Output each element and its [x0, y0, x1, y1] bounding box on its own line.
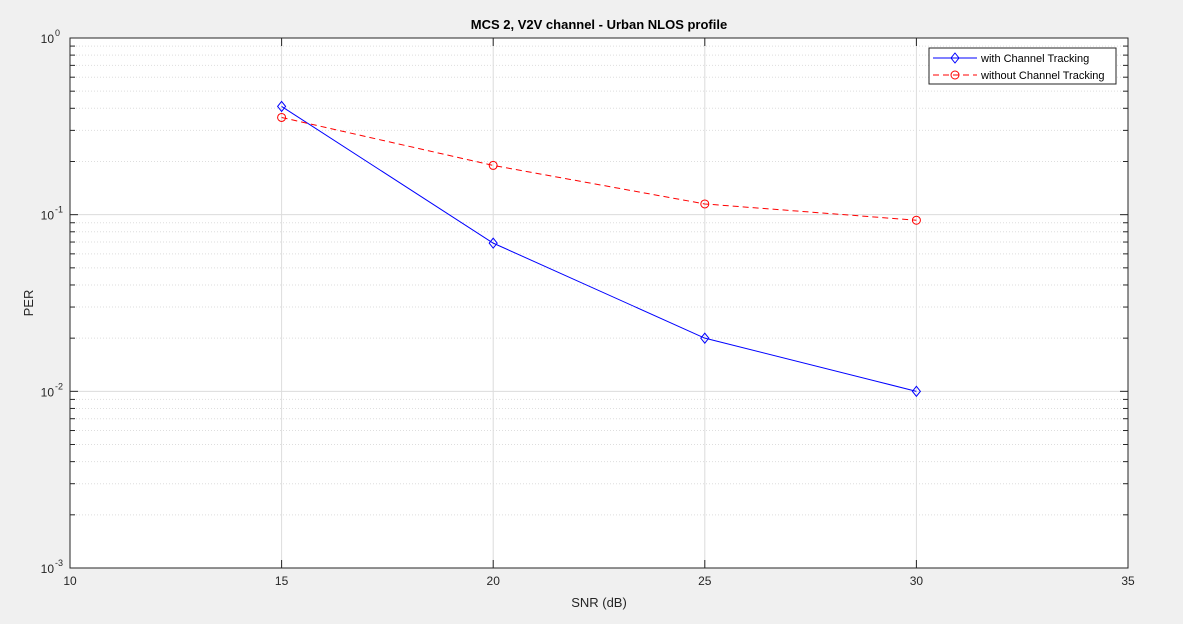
- x-tick-label: 35: [1121, 574, 1135, 588]
- chart-title: MCS 2, V2V channel - Urban NLOS profile: [471, 17, 727, 32]
- circle-marker: [488, 160, 498, 170]
- axes-box: [69, 37, 1129, 569]
- circle-marker: [700, 199, 710, 209]
- plot-area: [70, 38, 1128, 568]
- y-tick-label: 10: [41, 385, 55, 399]
- minor-grid: [70, 45, 1128, 516]
- diamond-marker: [950, 52, 960, 64]
- y-tick-exponent: 0: [55, 28, 60, 38]
- x-tick-label: 10: [63, 574, 77, 588]
- y-tick-label: 10: [41, 209, 55, 223]
- legend-entry-label: without Channel Tracking: [980, 70, 1105, 82]
- circle-marker: [950, 70, 960, 80]
- y-tick-label: 10: [41, 32, 55, 46]
- y-tick-exponent: -2: [55, 381, 63, 391]
- x-axis-label: SNR (dB): [571, 595, 627, 610]
- series-line-with-tracking: [281, 105, 917, 392]
- series-line-without-tracking: [281, 116, 917, 221]
- y-tick-label: 10: [41, 562, 55, 576]
- y-tick-exponent: -1: [55, 205, 63, 215]
- x-tick-label: 15: [275, 574, 289, 588]
- diamond-marker: [700, 332, 710, 344]
- x-tick-label: 30: [910, 574, 924, 588]
- x-tick-label: 25: [698, 574, 712, 588]
- diamond-marker: [488, 237, 498, 249]
- circle-marker: [277, 112, 287, 122]
- legend-box: [928, 47, 1117, 85]
- series-layer: [276, 100, 922, 398]
- x-tick-label: 20: [487, 574, 501, 588]
- legend: with Channel Tracking without Channel Tra…: [928, 47, 1117, 85]
- diamond-marker: [276, 100, 287, 113]
- y-axis-label: PER: [21, 290, 36, 317]
- legend-entry-label: with Channel Tracking: [980, 53, 1089, 65]
- diamond-marker: [911, 385, 922, 398]
- y-tick-exponent: -3: [55, 558, 63, 568]
- circle-marker: [911, 215, 921, 225]
